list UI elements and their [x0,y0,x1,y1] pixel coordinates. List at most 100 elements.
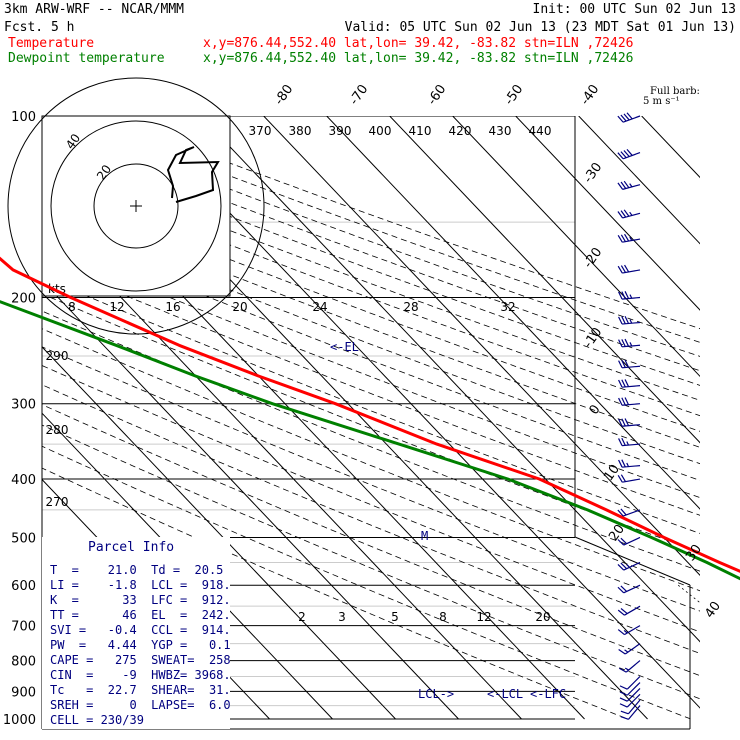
wind-barb-flag [618,339,623,348]
isotherm [389,116,700,444]
wind-barb-flag [621,397,626,406]
dry-adiabat [42,293,700,553]
wind-barb-flag [621,418,626,427]
wind-barb [618,397,641,406]
wind-barb-flag [620,114,627,122]
wind-barb [617,264,641,274]
wind-barb-half-flag [629,294,633,299]
wind-barb-flag [626,148,633,156]
wind-barb-flag [618,379,623,388]
isotherm [578,116,700,245]
pressure-tick-label: 300 [11,398,36,413]
dry-adiabat-label: 280 [46,423,69,437]
wind-barb [619,693,641,708]
wind-barb-flag [620,210,627,218]
dry-adiabat [42,467,628,720]
wind-barb [617,209,641,219]
theta-label: 430 [489,124,512,138]
dry-adiabat [42,384,700,654]
wind-barb [617,180,641,190]
lcl-left-annotation: LCL-> [418,687,454,701]
wind-barb [618,437,641,447]
parcel-info-box: Parcel Info T = 21.0 Td = 20.5LI = -1.8 … [42,537,231,729]
temperature-legend: Temperature [8,36,94,51]
wind-barb [617,561,641,571]
wind-barb [618,459,641,468]
wind-barb-flag [617,265,623,274]
dry-adiabat [42,156,700,401]
dry-adiabat [42,198,700,448]
wind-barb-flag [619,697,628,702]
wind-barb [619,676,641,690]
theta-label: 400 [369,124,392,138]
wind-barb [619,682,641,696]
wind-barb [618,379,641,388]
lcl-right-annotation: <-LCL [487,687,523,701]
parcel-marker: M [421,529,428,543]
wind-barb [617,605,641,616]
wind-barb-flag [623,180,630,189]
isotherm [42,279,459,720]
pressure-tick-label: 1000 [3,713,36,728]
parcel-info-row: TT = 46 EL = 242. [50,608,231,622]
wind-barb [618,643,641,655]
profile-line-temperature [0,256,740,573]
parcel-info-row: PW = 4.44 YGP = 0.1 [50,638,231,652]
isotherm-label: -30 [581,160,605,186]
wind-barb-flag [617,235,623,243]
wind-barb-flag [617,609,625,616]
profiles [0,256,740,581]
wind-barb-staff [626,688,641,702]
wind-barb-flag [621,459,626,468]
wind-barb-flag [617,564,625,571]
isotherm [326,116,700,510]
model-title: 3km ARW-WRF -- NCAR/MMM [4,2,184,17]
wind-barb-flag [617,629,625,636]
speed-axis-label: 16 [165,300,180,314]
hodograph-ring [7,77,265,335]
isotherm-label: -80 [272,82,296,108]
wind-barb-flag [617,182,624,190]
pressure-tick-label: 600 [11,579,36,594]
wind-barbs [617,112,641,720]
wind-barb [617,625,641,636]
wind-barb-flag [620,508,627,516]
wind-barb [618,660,641,673]
wind-barb-flag [617,211,624,219]
wind-barb [619,688,641,702]
wind-barb-flag [621,339,626,347]
wind-barb [618,316,641,325]
hodograph-ring [50,120,222,292]
dry-adiabat [42,346,700,612]
speed-axis-label: 32 [500,300,515,314]
full-barb-unit: 5 m s⁻¹ [643,96,680,107]
theta-label: 410 [409,124,432,138]
dry-adiabat-label: 270 [46,495,69,509]
wind-barb [620,705,641,720]
dewpoint-legend-info: x,y=876.44,552.40 lat,lon= 39.42, -83.82… [203,51,633,66]
pressure-tick-label: 900 [11,685,36,700]
wind-barb-flag [620,181,627,189]
wind-barb-flag [623,209,630,217]
wind-barb-flag [619,691,628,696]
wind-barb-flag [624,418,630,426]
theta-label: 370 [249,124,272,138]
isotherm [452,116,700,378]
el-annotation: <-EL [330,340,359,354]
isotherm-label: -60 [425,82,449,108]
wind-barb-flag [618,667,627,673]
wind-barb [617,508,641,517]
wind-barb-flag [624,264,630,273]
wind-barb [618,338,641,348]
temperature-legend-info: x,y=876.44,552.40 lat,lon= 39.42, -83.82… [203,36,633,51]
dry-adiabat [42,142,700,386]
wind-barb-flag [624,379,630,387]
wind-barb-flag [620,710,629,715]
isotherm-label: -40 [578,82,602,108]
wind-barb-flag [626,112,633,120]
wind-barb-flag [621,291,626,300]
wind-barb [617,474,641,483]
dry-adiabat [42,129,700,372]
wind-barb-staff [626,693,641,708]
